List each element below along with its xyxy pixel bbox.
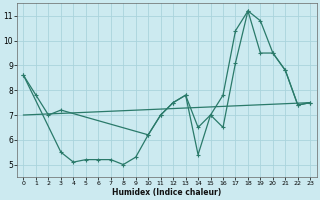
X-axis label: Humidex (Indice chaleur): Humidex (Indice chaleur)	[112, 188, 221, 197]
